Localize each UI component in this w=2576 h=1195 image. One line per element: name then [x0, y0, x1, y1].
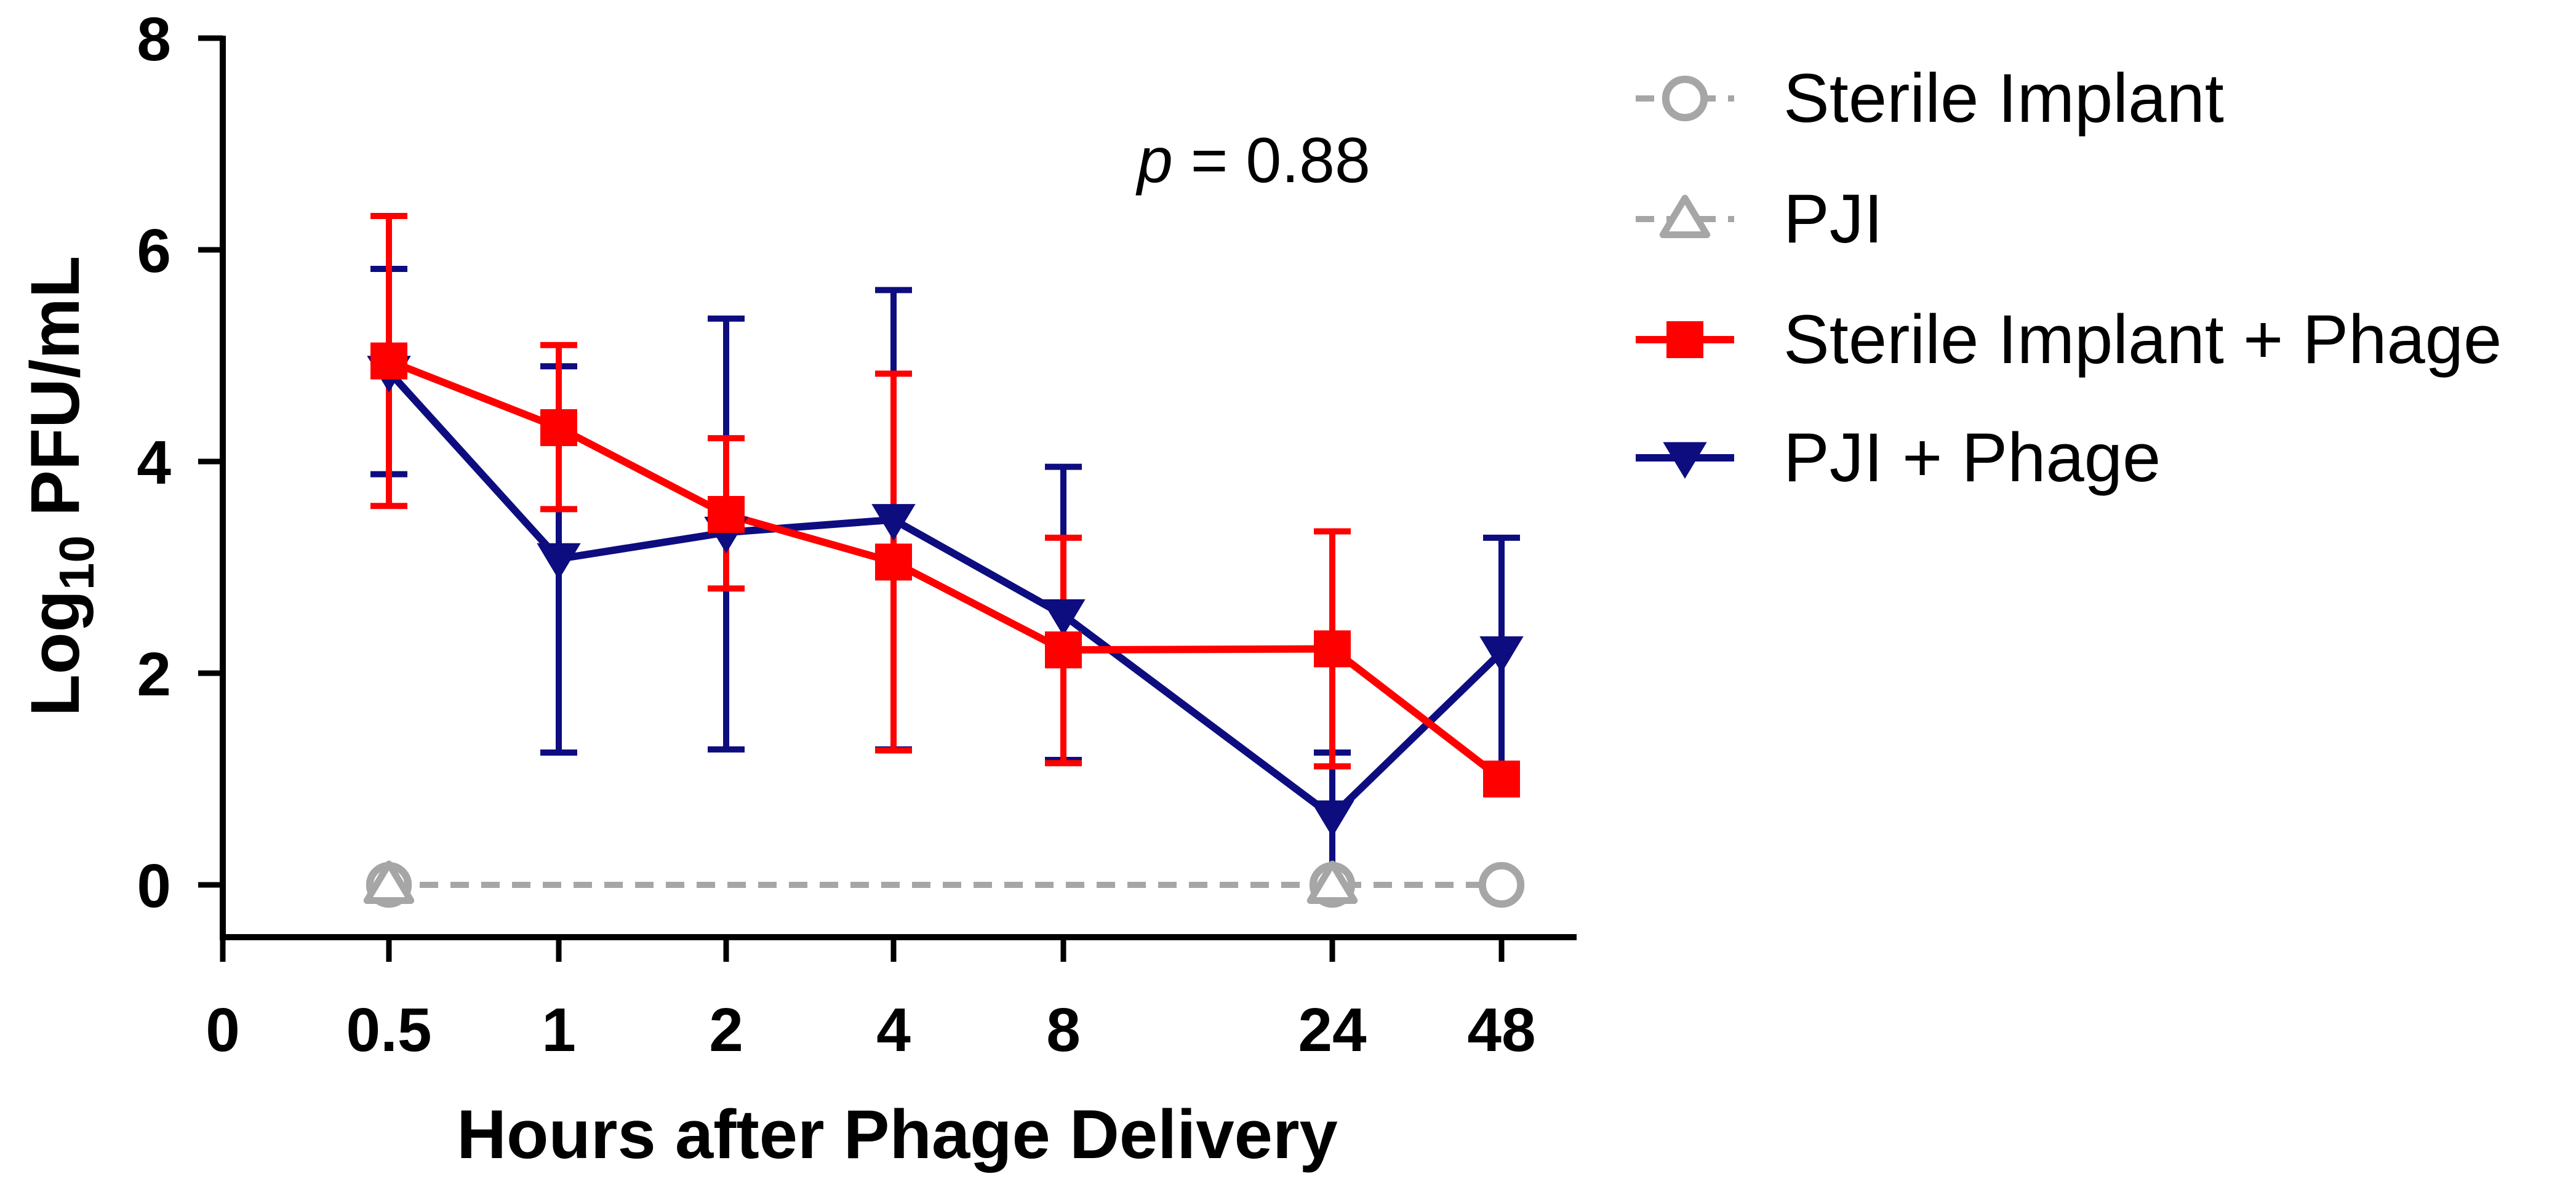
x-axis-title: Hours after Phage Delivery [457, 1096, 1338, 1173]
point-pji-phage-48 [1479, 636, 1524, 673]
point-pji-phage-24 [1310, 800, 1354, 837]
point-pji-phage-4 [871, 504, 916, 541]
point-sterile-implant-phage-48 [1483, 761, 1520, 797]
legend-marker-sterile-implant-phage [1666, 321, 1703, 358]
point-sterile-implant-phage-4 [875, 543, 912, 581]
point-sterile-implant-phage-2 [708, 496, 745, 533]
p-value-text: = 0.88 [1173, 125, 1370, 196]
y-tick-label-2: 2 [137, 640, 171, 709]
point-sterile-implant-48 [1478, 861, 1525, 908]
legend-item-pji-phage: PJI + Phage [1636, 419, 2161, 496]
axes [220, 36, 1577, 940]
legend-label-sterile-implant-phage: Sterile Implant + Phage [1783, 301, 2502, 378]
y-tick-label-4: 4 [137, 428, 171, 497]
x-tick-label-1: 1 [542, 996, 576, 1065]
x-tick-label-4: 4 [876, 996, 911, 1065]
y-tick-label-8: 8 [137, 5, 171, 74]
legend-label-pji-phage: PJI + Phage [1783, 419, 2161, 496]
series-markers [363, 342, 1525, 908]
y-axis-title: Log10 PFU/mL [17, 256, 104, 716]
legend-marker-pji [1659, 194, 1711, 238]
point-sterile-implant-phage-8 [1045, 631, 1082, 669]
legend-item-sterile-implant: Sterile Implant [1636, 60, 2224, 137]
legend-item-sterile-implant-phage: Sterile Implant + Phage [1636, 301, 2502, 378]
x-tick-label-0-5: 0.5 [346, 996, 431, 1065]
x-tick-label-8: 8 [1046, 996, 1081, 1065]
y-axis-title-prefix: Log [17, 590, 94, 716]
legend-label-sterile-implant: Sterile Implant [1783, 60, 2224, 137]
legend-marker-sterile-implant [1662, 75, 1708, 122]
point-pji-24 [1306, 860, 1358, 904]
point-sterile-implant-phage-24 [1314, 630, 1351, 668]
legend-label-pji: PJI [1783, 180, 1883, 257]
x-tick-label-24: 24 [1298, 996, 1367, 1065]
y-ticks: 0 2 4 6 8 [137, 5, 223, 921]
x-tick-label-48: 48 [1467, 996, 1535, 1065]
point-pji-phage-8 [1041, 599, 1086, 636]
x-tick-label-0: 0 [206, 996, 240, 1065]
point-pji-0-5 [363, 860, 415, 904]
p-symbol: p [1135, 125, 1173, 196]
y-tick-label-0: 0 [137, 852, 171, 921]
x-tick-label-2: 2 [709, 996, 743, 1065]
legend-marker-pji-phage [1663, 442, 1707, 479]
point-sterile-implant-phage-1 [540, 409, 577, 446]
point-sterile-implant-phage-0-5 [370, 342, 407, 380]
legend: Sterile Implant PJI Sterile Implant + Phag… [1636, 60, 2502, 496]
y-tick-label-6: 6 [137, 217, 171, 286]
legend-item-pji: PJI [1636, 180, 1883, 257]
x-ticks: 0 0.5 1 2 4 8 24 48 [206, 937, 1536, 1065]
y-axis-title-suffix: PFU/mL [17, 256, 94, 535]
y-axis-title-subscript: 10 [49, 535, 104, 590]
point-pji-phage-1 [537, 543, 581, 580]
p-value-annotation: p = 0.88 [1135, 125, 1370, 196]
